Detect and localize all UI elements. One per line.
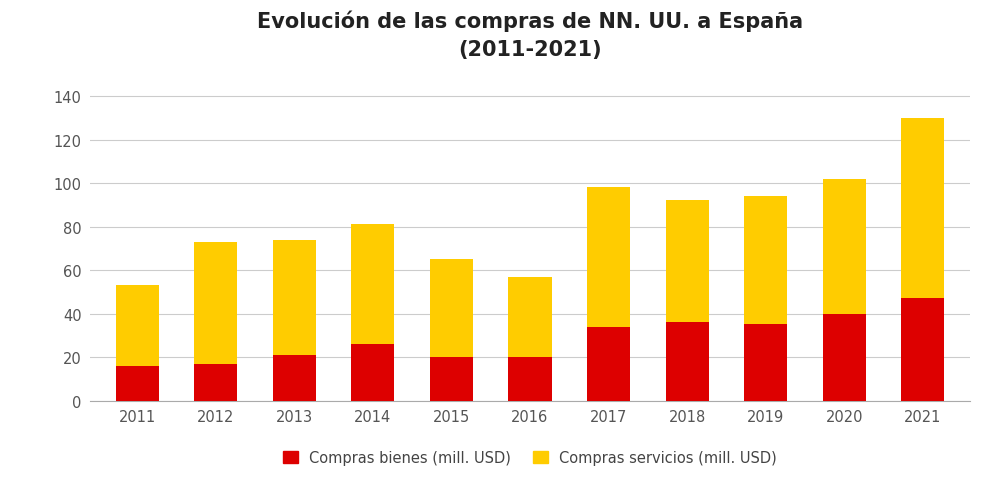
Bar [823,314,866,401]
Bar [194,242,237,364]
Bar [587,327,630,401]
Bar [666,201,709,323]
Bar [508,357,552,401]
Bar [508,277,552,357]
Bar [430,260,473,357]
Bar [823,179,866,314]
Bar [194,364,237,401]
Title: Evolución de las compras de NN. UU. a España
(2011-2021): Evolución de las compras de NN. UU. a Es… [257,11,803,60]
Bar [744,325,787,401]
Bar [430,357,473,401]
Bar [351,344,394,401]
Bar [273,355,316,401]
Bar [116,286,159,366]
Bar [744,197,787,325]
Bar [666,323,709,401]
Bar [273,240,316,355]
Bar [116,366,159,401]
Bar [901,119,944,299]
Legend: Compras bienes (mill. USD), Compras servicios (mill. USD): Compras bienes (mill. USD), Compras serv… [283,450,777,465]
Bar [351,225,394,344]
Bar [587,188,630,327]
Bar [901,299,944,401]
